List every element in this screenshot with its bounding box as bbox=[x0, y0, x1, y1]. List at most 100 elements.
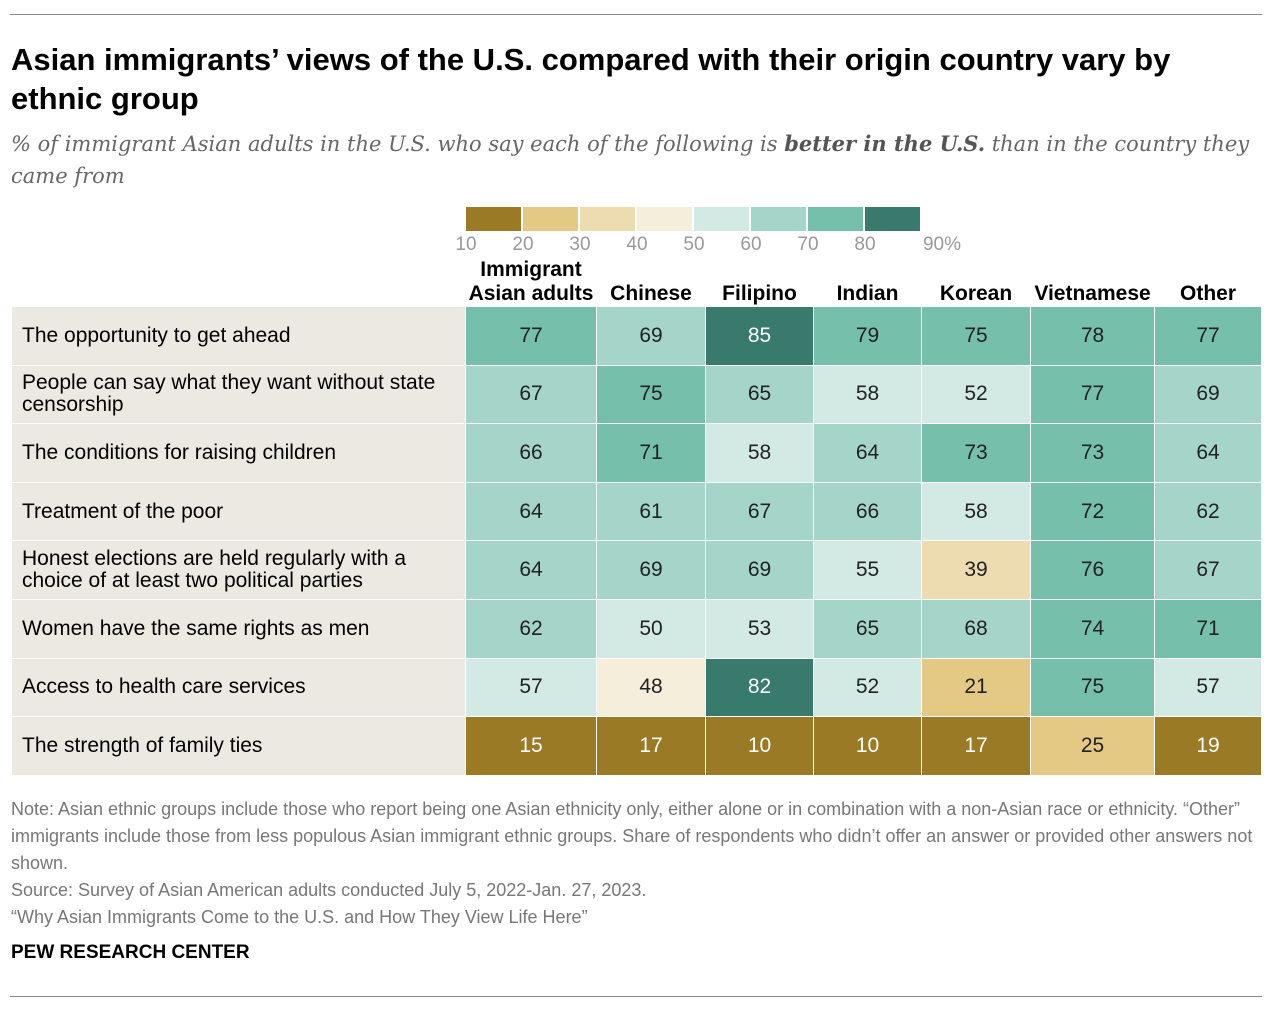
heatmap-cell: 58 bbox=[922, 482, 1030, 541]
heatmap-cell: 77 bbox=[1031, 365, 1154, 424]
heatmap-cell: 67 bbox=[466, 365, 596, 424]
legend-tick-label: 60 bbox=[740, 234, 762, 255]
heatmap-cell: 53 bbox=[706, 600, 813, 658]
heatmap-cell: 73 bbox=[1031, 424, 1154, 482]
row-label: Women have the same rights as men bbox=[12, 600, 465, 658]
heatmap-cell: 66 bbox=[466, 424, 596, 482]
column-header: Other bbox=[1179, 282, 1237, 305]
row-label: Treatment of the poor bbox=[12, 482, 465, 541]
heatmap-cell: 25 bbox=[1031, 717, 1154, 775]
legend-tick-label: 70 bbox=[797, 234, 819, 255]
heatmap-cell: 77 bbox=[1155, 307, 1261, 365]
row-label: Access to health care services bbox=[12, 658, 465, 717]
report-title: “Why Asian Immigrants Come to the U.S. a… bbox=[11, 907, 588, 927]
note: Note: Asian ethnic groups include those … bbox=[11, 799, 1253, 873]
heatmap-cell: 75 bbox=[597, 365, 705, 424]
heatmap-cell: 69 bbox=[597, 307, 705, 365]
heatmap-cell: 19 bbox=[1155, 717, 1261, 775]
heatmap-cell: 58 bbox=[706, 424, 813, 482]
legend-tick-label: 10 bbox=[455, 234, 477, 255]
column-header: Korean bbox=[939, 282, 1013, 305]
heatmap-cell: 66 bbox=[814, 482, 921, 541]
top-rule bbox=[10, 14, 1262, 15]
row-label: The opportunity to get ahead bbox=[12, 307, 465, 365]
heatmap-cell: 68 bbox=[922, 600, 1030, 658]
heatmap-cell: 71 bbox=[1155, 600, 1261, 658]
legend-bin bbox=[808, 207, 863, 231]
heatmap-cell: 85 bbox=[706, 307, 813, 365]
heatmap-cell: 48 bbox=[597, 658, 705, 717]
heatmap-cell: 77 bbox=[466, 307, 596, 365]
legend-tick-label: 80 bbox=[854, 234, 876, 255]
heatmap-cell: 55 bbox=[814, 541, 921, 599]
heatmap-cell: 64 bbox=[466, 482, 596, 541]
heatmap-cell: 67 bbox=[706, 482, 813, 541]
legend-tick-label: 90% bbox=[922, 234, 962, 255]
brand-logo-text: PEW RESEARCH CENTER bbox=[11, 942, 250, 963]
heatmap-cell: 52 bbox=[814, 658, 921, 717]
row-label: The strength of family ties bbox=[12, 717, 465, 775]
heatmap-cell: 65 bbox=[814, 600, 921, 658]
chart-subtitle: % of immigrant Asian adults in the U.S. … bbox=[11, 128, 1266, 192]
heatmap-cell: 79 bbox=[814, 307, 921, 365]
heatmap-cell: 57 bbox=[1155, 658, 1261, 717]
chart-title: Asian immigrants’ views of the U.S. comp… bbox=[11, 42, 1171, 116]
legend-bin bbox=[580, 207, 635, 231]
legend-tick-label: 30 bbox=[569, 234, 591, 255]
heatmap-cell: 39 bbox=[922, 541, 1030, 599]
legend-bin bbox=[466, 207, 521, 231]
heatmap-cell: 10 bbox=[706, 717, 813, 775]
heatmap-cell: 75 bbox=[1031, 658, 1154, 717]
source: Source: Survey of Asian American adults … bbox=[11, 880, 647, 900]
heatmap-cell: 78 bbox=[1031, 307, 1154, 365]
subtitle-emphasis: better in the U.S. bbox=[784, 131, 986, 156]
row-label: The conditions for raising children bbox=[12, 424, 465, 482]
legend-bin bbox=[637, 207, 692, 231]
heatmap-cell: 74 bbox=[1031, 600, 1154, 658]
column-header: Immigrant Asian adults bbox=[468, 258, 594, 305]
heatmap-cell: 71 bbox=[597, 424, 705, 482]
legend-tick-label: 40 bbox=[626, 234, 648, 255]
heatmap-cell: 69 bbox=[706, 541, 813, 599]
legend-bin bbox=[865, 207, 920, 231]
heatmap-cell: 50 bbox=[597, 600, 705, 658]
column-header: Vietnamese bbox=[1034, 282, 1151, 305]
legend-tick-label: 50 bbox=[683, 234, 705, 255]
legend-bin bbox=[751, 207, 806, 231]
footer-notes: Note: Asian ethnic groups include those … bbox=[11, 796, 1261, 931]
column-header: Filipino bbox=[722, 282, 797, 305]
heatmap-cell: 82 bbox=[706, 658, 813, 717]
heatmap-cell: 62 bbox=[466, 600, 596, 658]
legend-bin bbox=[694, 207, 749, 231]
heatmap-cell: 75 bbox=[922, 307, 1030, 365]
heatmap-cell: 52 bbox=[922, 365, 1030, 424]
heatmap-cell: 15 bbox=[466, 717, 596, 775]
row-label: People can say what they want without st… bbox=[12, 365, 465, 424]
heatmap-cell: 17 bbox=[922, 717, 1030, 775]
heatmap-cell: 69 bbox=[1155, 365, 1261, 424]
legend-tick-label: 20 bbox=[512, 234, 534, 255]
subtitle-text: % of immigrant Asian adults in the U.S. … bbox=[11, 132, 785, 156]
heatmap-cell: 58 bbox=[814, 365, 921, 424]
heatmap-cell: 64 bbox=[814, 424, 921, 482]
legend-bin bbox=[523, 207, 578, 231]
column-header: Chinese bbox=[610, 282, 692, 305]
heatmap-cell: 64 bbox=[466, 541, 596, 599]
heatmap-cell: 69 bbox=[597, 541, 705, 599]
heatmap-cell: 17 bbox=[597, 717, 705, 775]
heatmap-cell: 10 bbox=[814, 717, 921, 775]
row-label: Honest elections are held regularly with… bbox=[12, 541, 465, 599]
heatmap-cell: 73 bbox=[922, 424, 1030, 482]
heatmap-cell: 72 bbox=[1031, 482, 1154, 541]
heatmap-cell: 64 bbox=[1155, 424, 1261, 482]
heatmap-cell: 61 bbox=[597, 482, 705, 541]
heatmap-cell: 76 bbox=[1031, 541, 1154, 599]
subtitle-text-end: than in the country they came from bbox=[11, 132, 1250, 188]
heatmap-cell: 67 bbox=[1155, 541, 1261, 599]
heatmap-cell: 57 bbox=[466, 658, 596, 717]
heatmap-cell: 21 bbox=[922, 658, 1030, 717]
column-header: Indian bbox=[836, 282, 899, 305]
bottom-rule bbox=[10, 996, 1262, 997]
heatmap-cell: 62 bbox=[1155, 482, 1261, 541]
heatmap-cell: 65 bbox=[706, 365, 813, 424]
